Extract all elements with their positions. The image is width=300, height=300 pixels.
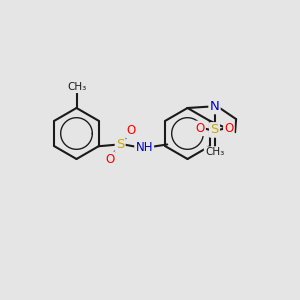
Text: S: S <box>116 138 124 151</box>
Text: O: O <box>196 122 205 135</box>
Text: O: O <box>224 122 233 135</box>
Text: NH: NH <box>135 141 153 154</box>
Text: O: O <box>126 124 135 137</box>
Text: CH₃: CH₃ <box>205 147 224 158</box>
Text: O: O <box>105 153 114 166</box>
Text: CH₃: CH₃ <box>67 82 86 92</box>
Text: S: S <box>210 123 219 136</box>
Text: N: N <box>210 100 219 113</box>
